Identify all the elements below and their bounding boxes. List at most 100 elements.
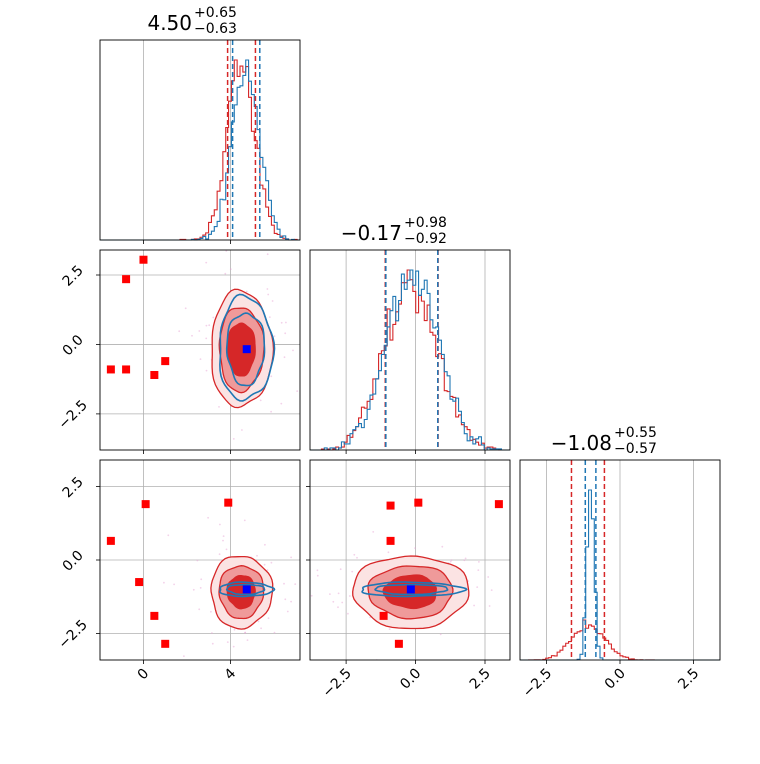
sample-point <box>449 560 452 563</box>
panel-bg-1-1 <box>310 250 510 450</box>
panel-title-0: 4.50 +0.65−0.63 <box>147 5 236 37</box>
sample-point <box>259 399 262 402</box>
sample-point <box>270 561 273 564</box>
red-square-marker <box>379 611 388 620</box>
y-tick-label: −2.5 <box>55 617 90 652</box>
sample-point <box>304 300 306 302</box>
y-tick-label: 2.5 <box>60 474 87 501</box>
red-square-marker <box>106 365 115 374</box>
sample-point <box>273 242 275 244</box>
sample-point <box>226 641 229 643</box>
sample-point <box>464 557 467 560</box>
sample-point <box>271 300 274 302</box>
sample-point <box>267 617 270 620</box>
sample-point <box>256 554 258 557</box>
contour-blue-level <box>225 312 266 387</box>
sample-point <box>211 642 214 645</box>
sample-point <box>290 556 292 559</box>
x-tick-label: −2.5 <box>520 666 555 701</box>
sample-point <box>369 616 371 619</box>
truth-marker-blue <box>242 345 251 354</box>
x-tick-label: 0.0 <box>397 666 424 693</box>
sample-point <box>224 272 227 275</box>
contour-blue-level <box>374 583 449 596</box>
sample-point <box>332 600 335 603</box>
sample-point <box>264 543 266 546</box>
sample-point <box>246 639 249 641</box>
sample-point <box>284 332 287 335</box>
sample-point <box>356 556 358 559</box>
red-square-marker <box>122 365 131 374</box>
x-tick-label: 2.5 <box>675 666 702 693</box>
panel-frame-1-0 <box>99 249 301 451</box>
sample-point <box>205 324 208 327</box>
red-square-marker <box>386 501 395 510</box>
sample-point <box>351 570 354 573</box>
contour-group-2-0 <box>163 516 297 657</box>
sample-point <box>284 598 287 601</box>
sample-point <box>316 569 319 572</box>
sample-point <box>198 608 201 611</box>
sample-point <box>348 595 351 597</box>
sample-point <box>296 390 299 392</box>
panel-bg-0-0 <box>100 40 300 240</box>
sample-point <box>239 247 241 249</box>
sample-point <box>260 627 262 630</box>
panel-frames <box>99 39 721 661</box>
y-tick-label: 0.0 <box>60 548 87 575</box>
sample-point <box>205 337 208 340</box>
sample-point <box>290 600 292 603</box>
red-square-marker <box>224 498 233 507</box>
sample-point <box>229 268 232 270</box>
panel-frame-0-0 <box>99 39 301 241</box>
sample-point <box>207 516 210 519</box>
histogram-blue-1 <box>310 269 510 451</box>
data-layer <box>100 40 720 661</box>
title-plus-error: +0.55 <box>614 425 657 441</box>
sample-point <box>266 288 269 290</box>
sample-point <box>183 655 185 657</box>
x-tick-label: −2.5 <box>320 666 355 701</box>
red-square-marker <box>161 357 170 366</box>
red-square-marker <box>386 536 395 545</box>
x-tick-label: 0.0 <box>602 666 629 693</box>
sample-point <box>285 321 287 324</box>
sample-point <box>199 587 202 589</box>
red-square-marker <box>494 500 503 509</box>
sample-point <box>450 559 453 561</box>
sample-point <box>283 356 286 359</box>
panel-title-2: −1.08 +0.55−0.57 <box>551 425 657 457</box>
sample-point <box>316 574 319 577</box>
y-tick-label: 0.0 <box>60 332 87 359</box>
sample-point <box>205 369 208 372</box>
sample-point <box>167 534 170 537</box>
contour-group-1-0 <box>178 242 306 440</box>
sample-point <box>388 628 391 630</box>
sample-point <box>210 610 212 613</box>
title-minus-error: −0.63 <box>194 21 237 37</box>
sample-point <box>463 559 466 562</box>
red-square-marker <box>106 536 115 545</box>
sample-point <box>473 604 475 607</box>
sample-point <box>243 519 246 522</box>
sample-point <box>191 334 193 337</box>
sample-point <box>308 616 310 618</box>
title-value: 4.50 <box>147 11 192 35</box>
sample-point <box>241 429 243 431</box>
sample-point <box>232 438 235 440</box>
contour-blue-level <box>225 583 266 596</box>
sample-point <box>219 523 221 526</box>
sample-point <box>266 569 269 571</box>
contour-blue-level <box>361 581 468 598</box>
sample-point <box>441 545 444 548</box>
red-square-marker <box>414 498 423 507</box>
sample-point <box>199 358 202 360</box>
sample-point <box>245 290 248 293</box>
sample-point <box>372 531 375 533</box>
panel-title-1: −0.17 +0.98−0.92 <box>341 215 447 247</box>
title-minus-error: −0.92 <box>404 231 447 247</box>
sample-point <box>339 568 342 571</box>
title-value: −0.17 <box>341 221 402 245</box>
sample-point <box>476 586 479 588</box>
